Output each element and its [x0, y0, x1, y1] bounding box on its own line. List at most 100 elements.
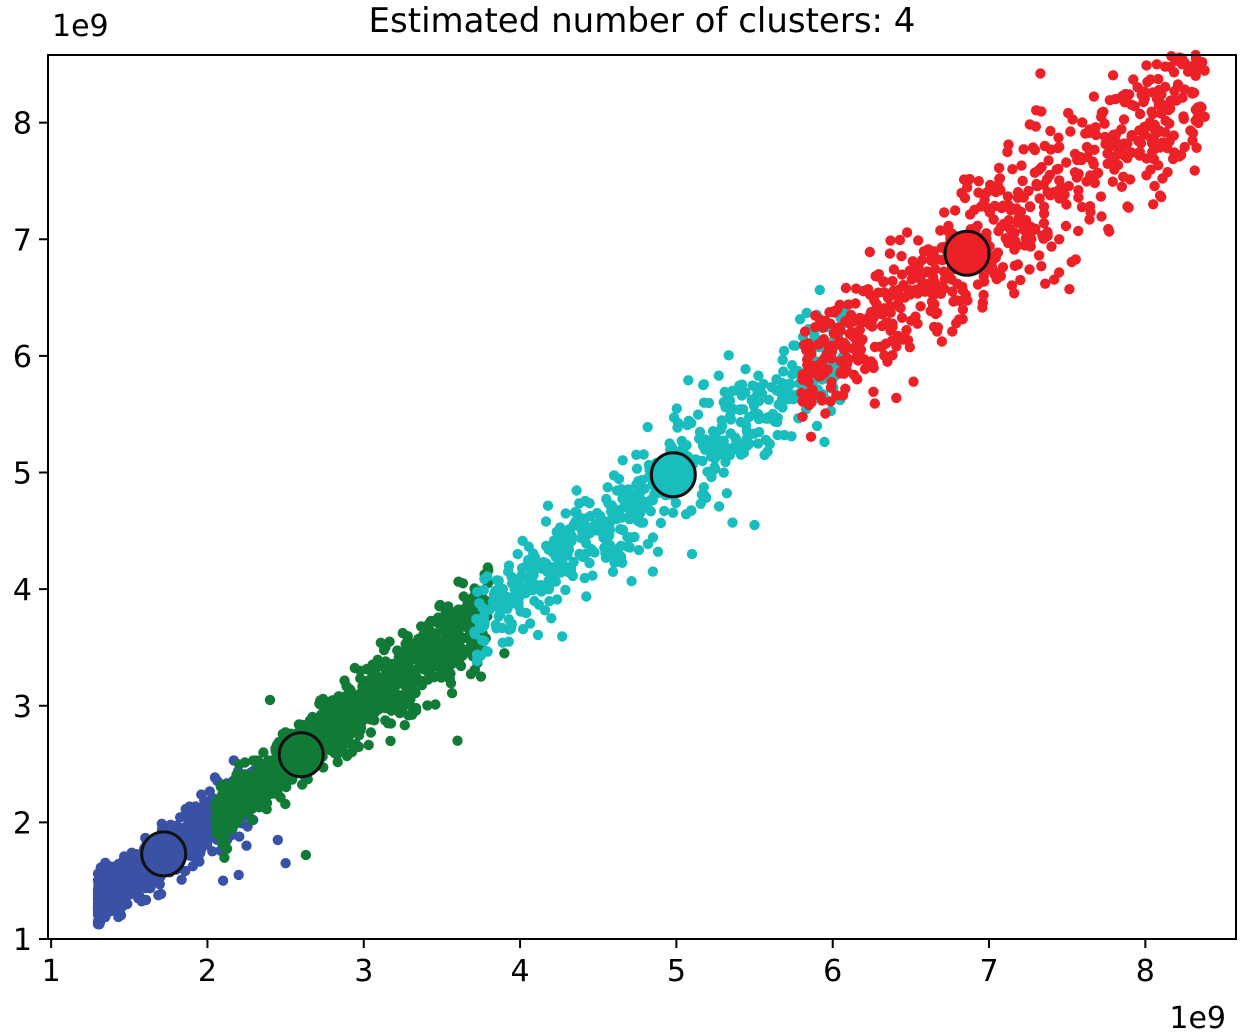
- cluster-point: [339, 675, 350, 686]
- cluster-point: [445, 614, 456, 626]
- cluster-point: [458, 591, 469, 602]
- cluster-point: [820, 408, 831, 419]
- cluster-point: [998, 200, 1009, 211]
- cluster-point: [1134, 146, 1146, 158]
- cluster-point: [984, 207, 996, 218]
- cluster-point: [749, 519, 760, 531]
- cluster-point: [753, 426, 765, 438]
- cluster-point: [1039, 140, 1051, 152]
- cluster-point: [118, 883, 130, 894]
- x-tick-label: 7: [979, 954, 998, 989]
- cluster-point: [901, 227, 913, 238]
- cluster-point: [349, 662, 360, 674]
- cluster-point: [681, 440, 692, 451]
- cluster-point: [869, 341, 881, 353]
- cluster-point: [1053, 132, 1064, 143]
- cluster-point: [864, 289, 876, 300]
- cluster-point: [339, 725, 351, 736]
- cluster-point: [529, 595, 540, 607]
- cluster-point: [1067, 114, 1078, 125]
- cluster-point: [475, 671, 487, 682]
- cluster-point: [1168, 67, 1180, 78]
- cluster-point: [901, 325, 912, 336]
- cluster-point: [1088, 91, 1100, 102]
- cluster-point: [1187, 88, 1198, 99]
- cluster-point: [430, 699, 441, 710]
- cluster-point: [655, 517, 667, 529]
- cluster-point: [1199, 65, 1210, 76]
- cluster-point: [659, 505, 670, 517]
- cluster-point: [581, 591, 592, 602]
- cluster-point: [790, 340, 801, 351]
- cluster-point: [1166, 51, 1177, 62]
- cluster-point: [560, 508, 571, 519]
- cluster-point: [969, 204, 980, 215]
- cluster-point: [543, 544, 554, 555]
- cluster-point: [420, 653, 432, 665]
- cluster-point: [1116, 181, 1128, 192]
- cluster-point: [718, 435, 729, 446]
- cluster-point: [1157, 137, 1168, 148]
- cluster-point: [840, 383, 851, 394]
- cluster-point: [946, 274, 957, 285]
- cluster-point: [272, 786, 283, 797]
- x-tick-label: 5: [667, 954, 686, 989]
- cluster-point: [805, 431, 817, 442]
- cluster-point: [977, 302, 988, 313]
- cluster-point: [219, 839, 231, 850]
- cluster-point: [233, 759, 245, 770]
- cluster-point: [1126, 130, 1138, 141]
- cluster-point: [521, 607, 532, 619]
- cluster-point: [1148, 199, 1159, 210]
- cluster-point: [737, 404, 749, 415]
- y-tick-label: 3: [13, 690, 32, 725]
- cluster-point: [990, 186, 1002, 198]
- cluster-point: [1038, 218, 1050, 229]
- cluster-point: [891, 392, 902, 404]
- chart-title: Estimated number of clusters: 4: [369, 1, 916, 41]
- cluster-point: [834, 299, 846, 310]
- cluster-point: [896, 269, 908, 280]
- cluster-point: [772, 429, 783, 441]
- cluster-point: [973, 187, 984, 198]
- cluster-point: [1077, 117, 1088, 128]
- cluster-point: [1187, 135, 1198, 146]
- cluster-point: [778, 345, 790, 357]
- cluster-point: [1061, 199, 1072, 210]
- cluster-point: [1018, 144, 1029, 155]
- cluster-point: [947, 326, 958, 337]
- cluster-point: [239, 769, 251, 780]
- cluster-point: [1036, 162, 1047, 173]
- cluster-point: [1085, 206, 1096, 218]
- cluster-point: [928, 289, 939, 301]
- cluster-point: [584, 498, 595, 509]
- cluster-point: [1044, 169, 1056, 181]
- x-tick-label: 6: [823, 954, 842, 989]
- cluster-point: [341, 700, 352, 711]
- cluster-point: [233, 869, 244, 881]
- cluster-point: [1036, 106, 1047, 117]
- cluster-point: [806, 397, 817, 408]
- cluster-point: [1189, 165, 1200, 176]
- cluster-point: [698, 482, 709, 493]
- x-tick-label: 1: [42, 954, 61, 989]
- cluster-point: [248, 755, 259, 766]
- cluster-point: [479, 573, 490, 585]
- cluster-point: [686, 417, 697, 429]
- cluster-point: [932, 322, 944, 333]
- cluster-point: [1034, 193, 1045, 204]
- cluster-point: [894, 234, 906, 246]
- cluster-point: [615, 524, 626, 535]
- cluster-point: [482, 646, 493, 657]
- cluster-point: [241, 840, 252, 851]
- cluster-point: [93, 881, 105, 893]
- cluster-point: [958, 174, 970, 185]
- cluster-point: [919, 286, 931, 297]
- cluster-point: [1038, 201, 1050, 212]
- cluster-point: [834, 335, 845, 347]
- cluster-point: [423, 619, 434, 630]
- cluster-point: [517, 535, 528, 546]
- cluster-point: [724, 395, 736, 406]
- cluster-point: [469, 629, 481, 640]
